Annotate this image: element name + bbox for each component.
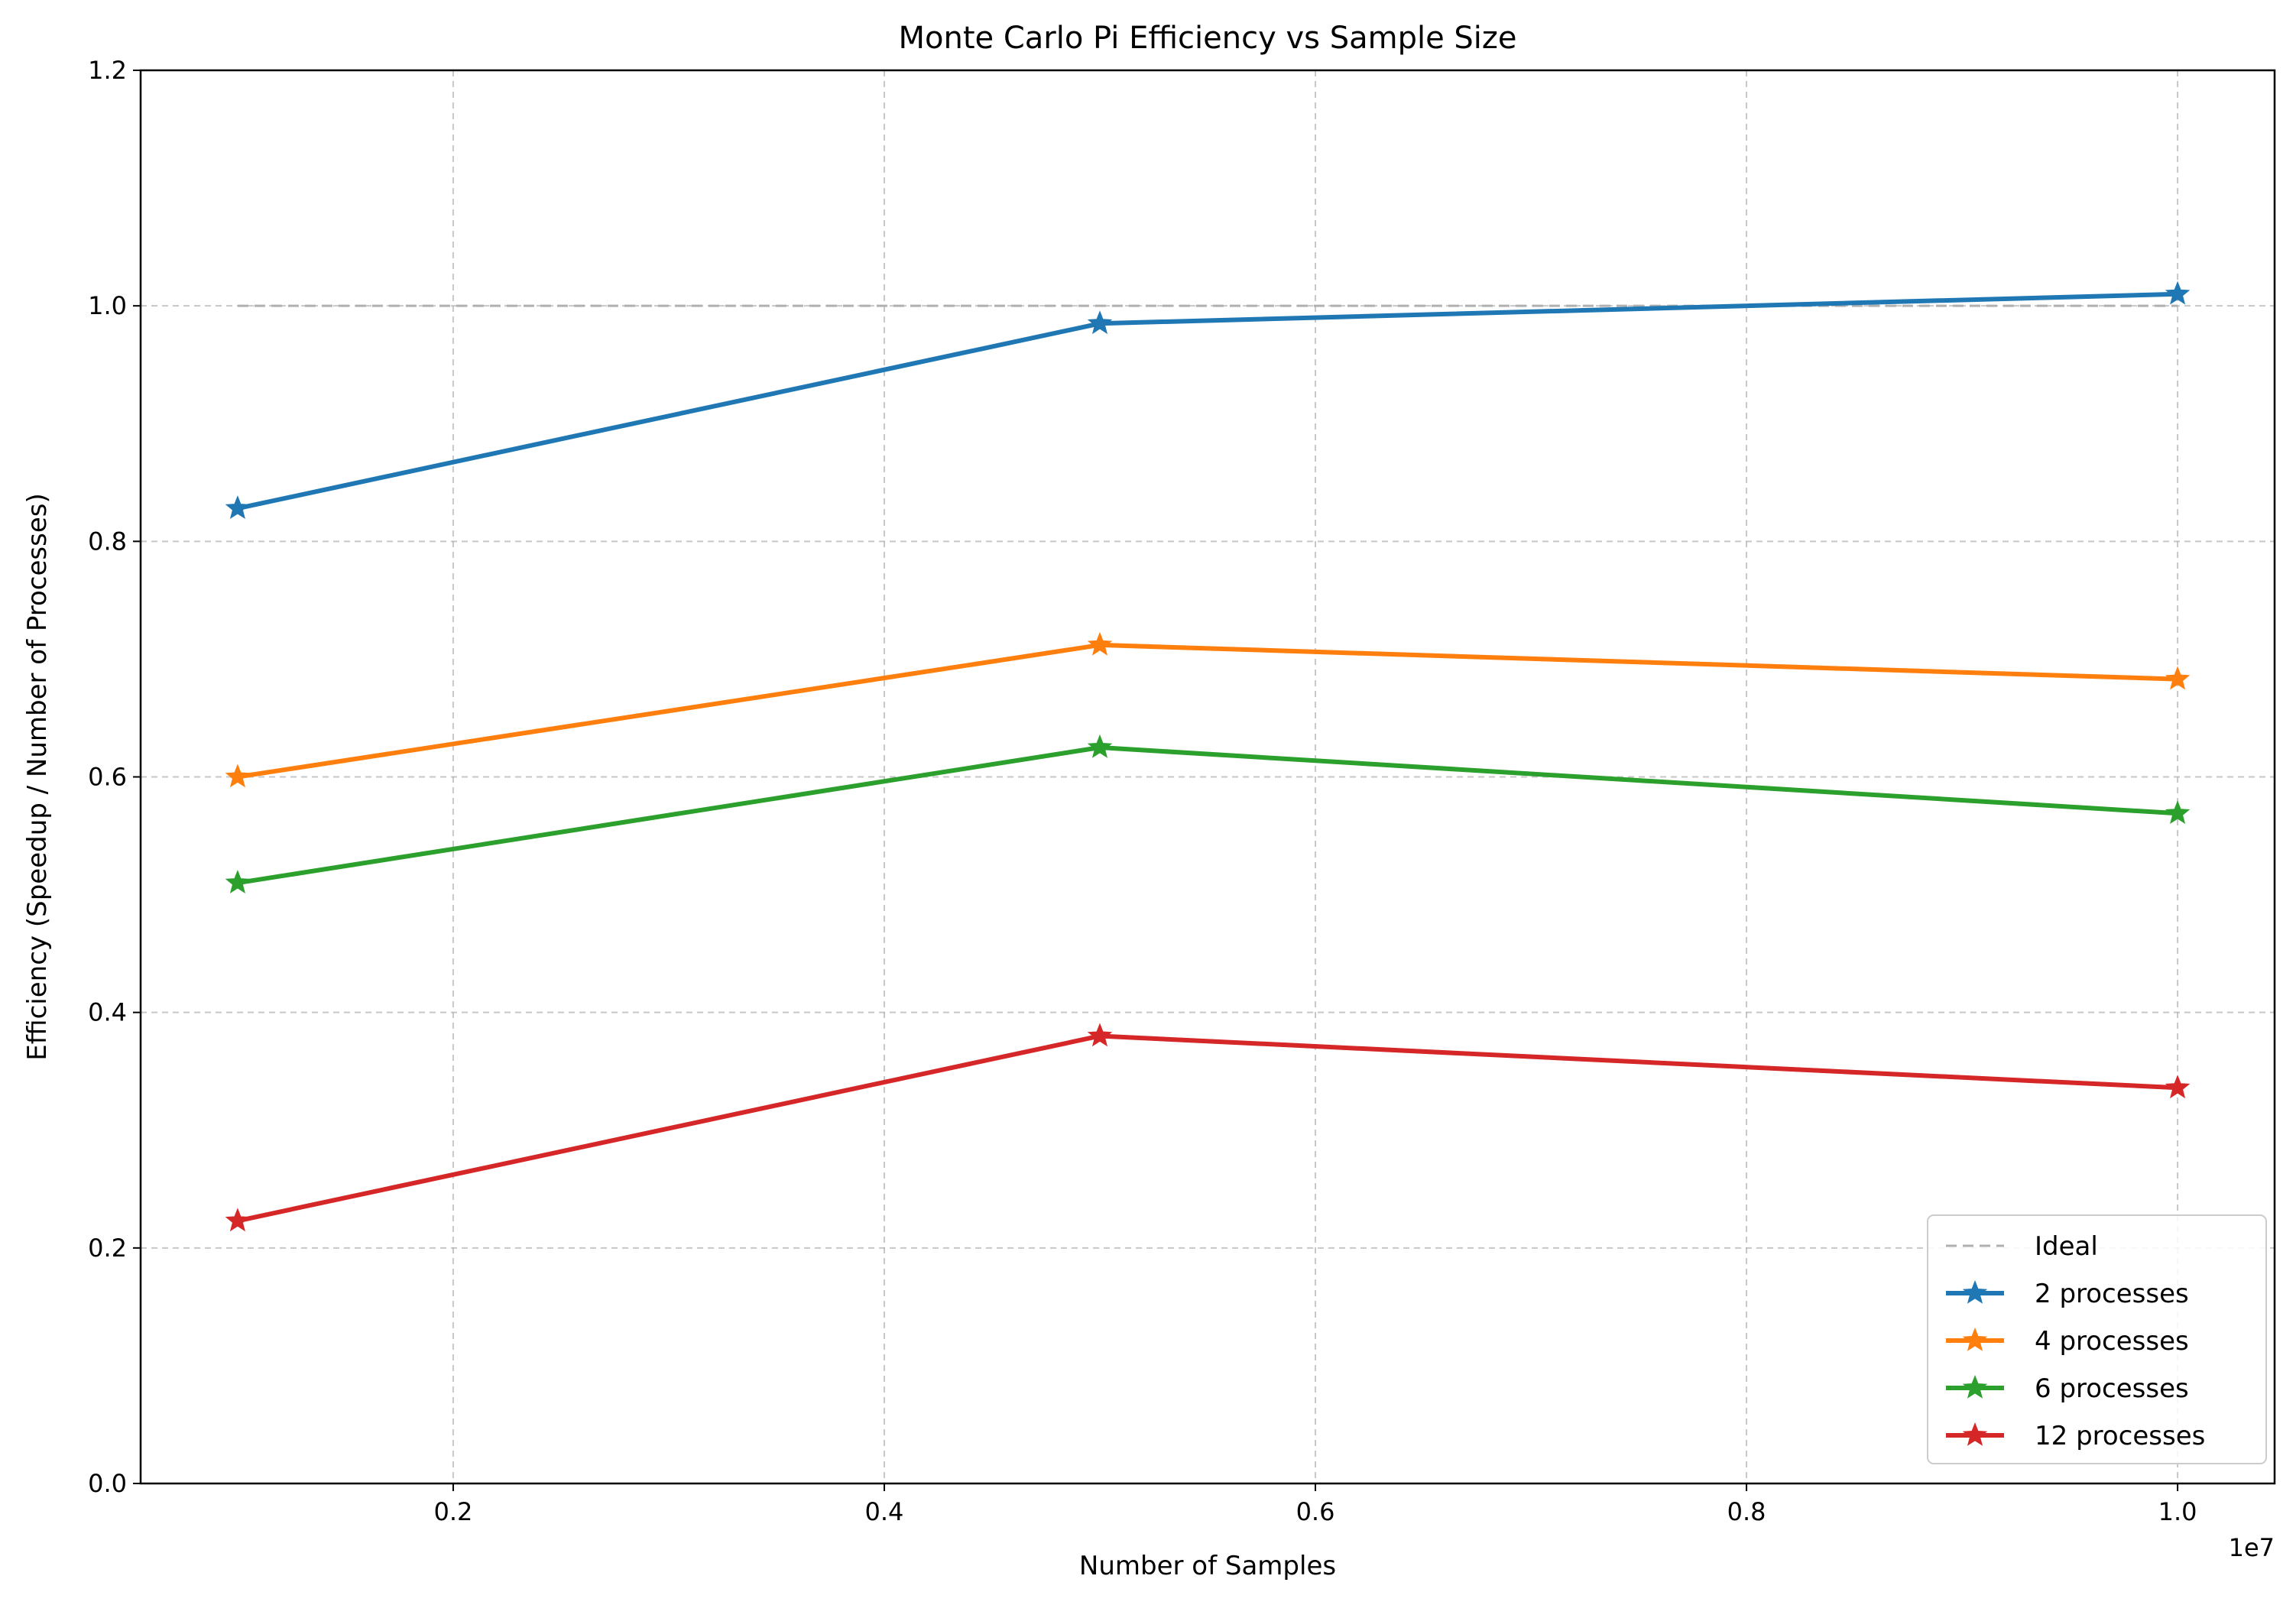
data-point-12-processes	[1087, 1023, 1113, 1047]
data-point-12-processes	[225, 1208, 251, 1232]
data-point-6-processes	[1087, 734, 1113, 758]
legend-label: 4 processes	[2035, 1326, 2189, 1357]
legend-label: 2 processes	[2035, 1279, 2189, 1309]
y-tick-label: 1.2	[88, 56, 127, 85]
data-point-2-processes	[2165, 280, 2191, 305]
y-tick-label: 0.4	[88, 998, 127, 1027]
x-axis-label: Number of Samples	[1079, 1551, 1336, 1581]
y-tick-label: 0.8	[88, 527, 127, 556]
data-point-2-processes	[225, 495, 251, 519]
legend-box	[1927, 1214, 2267, 1464]
legend-swatch-marker	[1962, 1279, 1988, 1304]
data-point-6-processes	[2165, 800, 2191, 825]
series-12-processes	[225, 1023, 2191, 1232]
legend-swatch-marker	[1962, 1422, 1988, 1446]
tick-layer: 0.2 0.4 0.6 0.8 1.0 0.0 0.2 0.4 0.6 0.8 1.0 1.2	[88, 56, 2197, 1526]
x-tick-label: 0.8	[1727, 1497, 1766, 1526]
data-point-12-processes	[2165, 1075, 2191, 1099]
legend-label: Ideal	[2035, 1231, 2098, 1262]
data-point-4-processes	[1087, 631, 1113, 656]
series-2-processes	[225, 280, 2191, 519]
data-point-4-processes	[2165, 666, 2191, 690]
y-tick-label: 0.6	[88, 763, 127, 792]
series-6-processes	[225, 734, 2191, 893]
y-axis-label: Efficiency (Speedup / Number of Processe…	[22, 493, 53, 1060]
x-tick-label: 0.4	[865, 1497, 904, 1526]
legend-label: 12 processes	[2035, 1421, 2205, 1451]
x-tick-label: 0.2	[433, 1497, 472, 1526]
data-point-6-processes	[225, 870, 251, 893]
series-layer	[225, 280, 2191, 1232]
x-tick-label: 1.0	[2158, 1497, 2197, 1526]
series-4-processes	[225, 631, 2191, 788]
data-point-2-processes	[1087, 310, 1113, 335]
legend: Ideal 2 processes 4 processes 6 processes 12…	[1927, 1214, 2267, 1464]
y-tick-label: 0.2	[88, 1234, 127, 1263]
chart-title: Monte Carlo Pi Efficiency vs Sample Size	[898, 21, 1516, 56]
x-axis-offset-label: 1e7	[2229, 1533, 2275, 1562]
y-tick-label: 1.0	[88, 291, 127, 320]
data-point-4-processes	[225, 764, 251, 788]
x-tick-label: 0.6	[1296, 1497, 1335, 1526]
y-tick-label: 0.0	[88, 1469, 127, 1498]
legend-swatch-marker	[1962, 1374, 1988, 1399]
legend-swatch-marker	[1962, 1327, 1988, 1351]
legend-label: 6 processes	[2035, 1373, 2189, 1404]
